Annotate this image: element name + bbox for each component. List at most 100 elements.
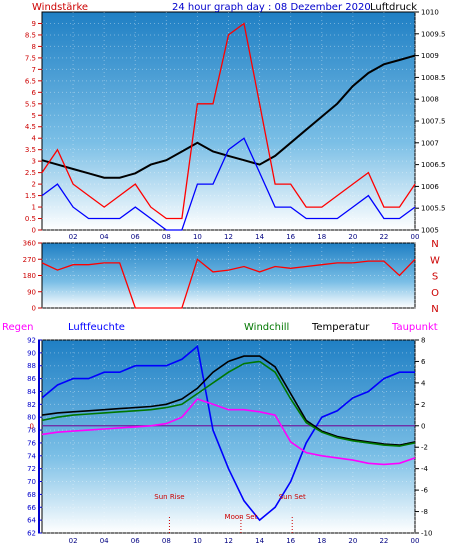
humidity-tick-label: 68 [27, 491, 36, 499]
wind-tick-label: 3 [32, 158, 36, 166]
temperature-tick-label: 4 [421, 379, 426, 387]
temperature-tick-label: 6 [421, 358, 426, 366]
pressure-tick-label: 1008 [421, 96, 439, 104]
x-tick-label: 10 [193, 233, 202, 241]
compass-label: O [431, 288, 439, 299]
x-tick-label: 06 [131, 537, 140, 545]
panel-wind-pressure [41, 11, 416, 231]
pressure-tick-label: 1008.5 [421, 74, 446, 82]
temperature-tick-label: -10 [421, 530, 432, 538]
humidity-tick-label: 80 [27, 414, 36, 422]
humidity-tick-label: 84 [27, 388, 36, 396]
wind-tick-label: 0.5 [25, 215, 36, 223]
compass-label: S [432, 272, 438, 283]
pressure-axis-title: Luftdruck [370, 2, 417, 13]
wind-tick-label: 7.5 [25, 54, 36, 62]
x-tick-label: 04 [100, 537, 109, 545]
series-line-luftfeuchte [41, 344, 415, 522]
humidity-tick-label: 76 [27, 439, 36, 447]
series-line-windst-rke-avg [41, 137, 416, 231]
x-tick-label: 22 [379, 233, 388, 241]
wind-tick-label: 6.5 [25, 77, 36, 85]
panel-wind-direction [41, 242, 416, 309]
x-tick-label: 04 [100, 233, 109, 241]
humidity-tick-label: 92 [27, 337, 36, 345]
x-tick-label: 16 [286, 537, 295, 545]
humidity-tick-label: 74 [27, 452, 36, 460]
legend-luftfeuchte: Luftfeuchte [68, 322, 125, 333]
wind-tick-label: 8 [32, 43, 36, 51]
temperature-tick-label: 0 [421, 422, 425, 430]
annotation-label: Sun Rise [154, 493, 184, 501]
pressure-tick-label: 1007 [421, 139, 439, 147]
pressure-tick-label: 1005 [421, 227, 439, 235]
x-tick-label: 00 [411, 233, 420, 241]
wind-tick-label: 1 [32, 204, 36, 212]
annotation-label: Sun Set [279, 493, 306, 501]
wind-tick-label: 0 [32, 227, 36, 235]
legend-regen: Regen [2, 322, 34, 333]
x-tick-label: 14 [255, 233, 264, 241]
pressure-tick-label: 1005.5 [421, 205, 446, 213]
x-tick-label: 12 [224, 233, 233, 241]
series-line-luftdruck [41, 54, 416, 179]
direction-tick-label: 270 [23, 256, 36, 264]
series-line-taupunkt [41, 398, 416, 466]
wind-tick-label: 3.5 [25, 146, 36, 154]
wind-tick-label: 8.5 [25, 31, 36, 39]
humidity-tick-label: 64 [27, 517, 36, 525]
pressure-tick-label: 1010 [421, 9, 439, 17]
humidity-tick-label: 82 [27, 401, 36, 409]
wind-tick-label: 1.5 [25, 192, 36, 200]
compass-label: W [430, 255, 440, 266]
humidity-tick-label: 66 [27, 504, 36, 512]
humidity-tick-label: 88 [27, 362, 36, 370]
temperature-tick-label: -6 [421, 487, 429, 495]
legend-temperatur: Temperatur [311, 322, 370, 333]
x-tick-label: 06 [131, 233, 140, 241]
wind-tick-label: 7 [32, 66, 36, 74]
x-tick-label: 22 [379, 537, 388, 545]
series-line-temperatur [41, 355, 416, 446]
legend-windchill: Windchill [244, 322, 289, 333]
temperature-tick-label: -2 [421, 444, 428, 452]
direction-tick-label: 90 [27, 288, 36, 296]
chart-title: 24 hour graph day : 08 Dezember 2020 [172, 2, 371, 13]
pressure-tick-label: 1007.5 [421, 118, 446, 126]
direction-tick-label: 180 [23, 272, 36, 280]
x-tick-label: 02 [69, 233, 78, 241]
x-tick-label: 16 [286, 233, 295, 241]
wind-axis-title: Windstärke [32, 2, 88, 13]
humidity-tick-label: 86 [27, 375, 36, 383]
pressure-tick-label: 1006.5 [421, 161, 446, 169]
x-tick-label: 20 [348, 233, 357, 241]
pressure-tick-label: 1009 [421, 52, 439, 60]
pressure-tick-label: 1006 [421, 183, 439, 191]
series-line-windst-rke-max [41, 22, 416, 220]
humidity-tick-label: 70 [27, 478, 36, 486]
temperature-tick-label: 8 [421, 337, 425, 345]
x-tick-label: 12 [224, 537, 233, 545]
compass-label: N [431, 239, 438, 250]
x-tick-label: 14 [255, 537, 264, 545]
x-tick-label: 18 [317, 233, 326, 241]
x-tick-label: 10 [193, 537, 202, 545]
series-line-windchill [41, 360, 416, 447]
temperature-tick-label: 2 [421, 401, 425, 409]
humidity-tick-label: 78 [27, 427, 36, 435]
x-tick-label: 20 [348, 537, 357, 545]
zero-marker-label: 0 [30, 422, 34, 430]
wind-tick-label: 5.5 [25, 100, 36, 108]
temperature-tick-label: -8 [421, 508, 428, 516]
series-line-windrichtung [41, 258, 416, 309]
wind-tick-label: 6 [32, 89, 37, 97]
wind-tick-label: 2 [32, 181, 36, 189]
temperature-tick-label: -4 [421, 465, 429, 473]
x-tick-label: 18 [317, 537, 326, 545]
compass-label: N [431, 304, 438, 315]
annotation-label: Moon Set [225, 513, 258, 521]
x-tick-label: 02 [69, 537, 78, 545]
x-tick-label: 08 [162, 537, 171, 545]
legend-taupunkt: Taupunkt [391, 322, 438, 333]
